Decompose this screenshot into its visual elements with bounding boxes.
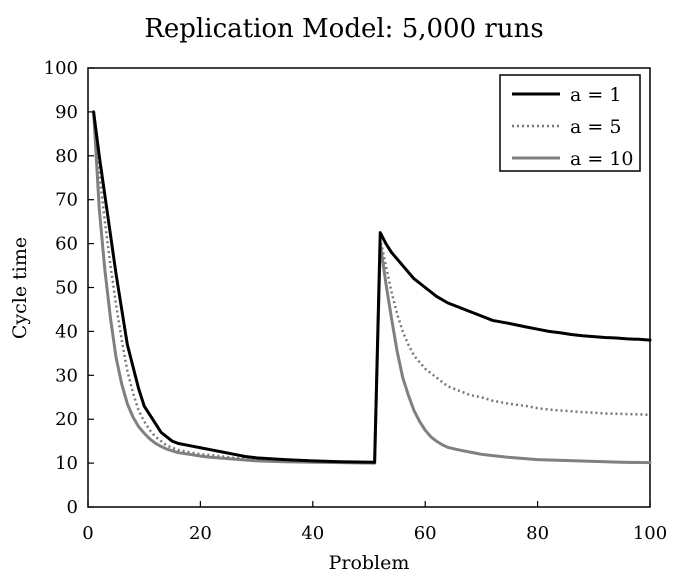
- legend: a = 1 a = 5 a = 10: [499, 74, 641, 172]
- series-line-1: [92, 110, 652, 464]
- x-tick-label: 0: [82, 523, 93, 544]
- chart-title: Replication Model: 5,000 runs: [144, 14, 543, 44]
- legend-label-2: a = 5: [570, 116, 621, 138]
- x-axis: 0 20 40 60 80 100: [82, 501, 667, 544]
- x-tick-label: 20: [189, 523, 212, 544]
- legend-label-1: a = 1: [570, 84, 621, 106]
- y-tick-label: 100: [44, 58, 78, 79]
- x-tick-label: 100: [633, 523, 667, 544]
- x-tick-label: 60: [414, 523, 437, 544]
- x-tick-label: 40: [301, 523, 324, 544]
- x-axis-label: Problem: [329, 552, 410, 574]
- y-tick-label: 40: [55, 321, 78, 342]
- y-axis-label: Cycle time: [9, 237, 31, 339]
- y-tick-label: 10: [55, 453, 78, 474]
- legend-label-3: a = 10: [570, 148, 634, 170]
- y-tick-label: 90: [55, 102, 78, 123]
- y-tick-label: 30: [55, 365, 78, 386]
- series-line-2: [92, 111, 651, 465]
- y-tick-label: 20: [55, 409, 78, 430]
- legend-box: [499, 74, 641, 172]
- y-tick-label: 70: [55, 190, 78, 211]
- series-layer: [92, 110, 652, 465]
- y-tick-label: 0: [67, 497, 78, 518]
- y-tick-label: 50: [55, 278, 78, 299]
- y-tick-label: 80: [55, 146, 78, 167]
- y-axis: 0 10 20 30 40 50 60 70 80 90 100: [44, 58, 94, 518]
- y-tick-label: 60: [55, 234, 78, 255]
- x-tick-label: 80: [526, 523, 549, 544]
